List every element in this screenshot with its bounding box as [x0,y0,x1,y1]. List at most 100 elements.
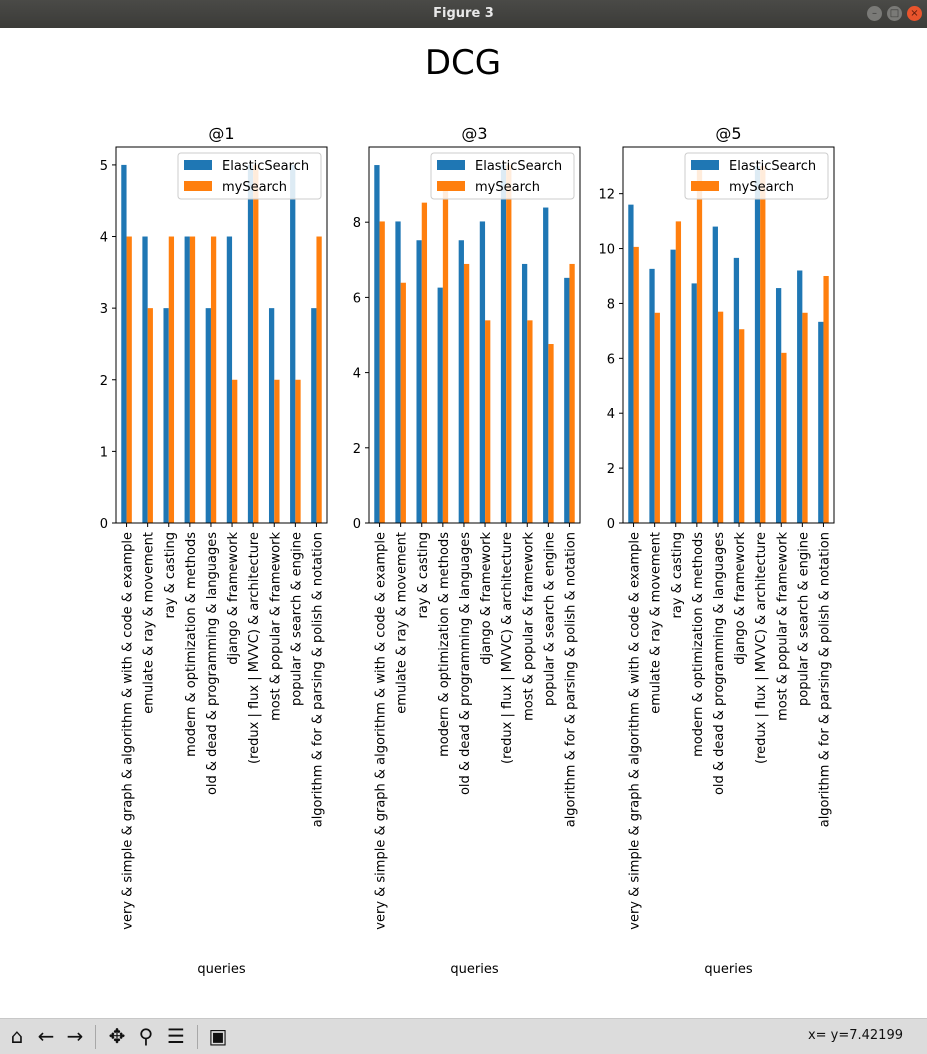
y-tick-label: 10 [598,243,615,258]
bar-mysearch-4 [463,263,470,523]
configure-subplots-button[interactable]: ☰ [163,1023,189,1049]
subplot-title: @5 [715,124,741,143]
x-tick-label: django & framework [226,532,241,665]
x-tick-label: modern & optimization & methods [184,532,199,757]
home-icon: ⌂ [10,1024,24,1048]
bar-mysearch-6 [760,166,766,523]
y-tick-label: 0 [353,517,361,532]
figure-canvas: DCG 0 1 2 3 4 5 very & simple & graph & algori… [0,28,927,1018]
bar-elasticsearch-8 [543,207,549,524]
bar-mysearch-6 [253,164,259,523]
navigation-toolbar: ⌂ ← → ✥ ⚲ ☰ ▣ x= y=7.42199 [0,1018,927,1054]
bar-elasticsearch-4 [205,308,211,523]
legend-label-elasticsearch: ElasticSearch [475,159,562,174]
bar-mysearch-3 [442,183,449,523]
x-tick-label: algorithm & for & parsing & polish & not… [310,532,325,827]
legend-box [430,152,575,200]
maximize-button[interactable]: □ [887,6,902,21]
arrow-right-icon: → [66,1024,84,1048]
toolbar-separator [95,1025,96,1049]
bar-elasticsearch-1 [649,268,655,523]
bar-mysearch-1 [400,282,406,523]
bar-elasticsearch-7 [775,288,782,523]
legend: ElasticSearch mySearch [684,152,829,200]
bar-elasticsearch-1 [395,221,401,523]
x-tick-label: algorithm & for & parsing & polish & not… [817,532,832,827]
window-title: Figure 3 [433,6,494,21]
pan-button[interactable]: ✥ [104,1023,130,1049]
home-button[interactable]: ⌂ [4,1023,30,1049]
x-axis-label: queries [450,962,498,977]
y-tick-label: 8 [607,297,615,312]
x-tick-label: ray & casting [163,532,178,619]
bar-elasticsearch-2 [670,249,676,523]
floppy-disk-icon: ▣ [208,1024,228,1048]
window-titlebar: Figure 3 – □ × [0,0,927,28]
legend-label-elasticsearch: ElasticSearch [729,159,816,174]
bar-mysearch-0 [633,246,639,523]
y-tick-label: 4 [100,231,108,246]
bar-elasticsearch-5 [733,257,740,523]
figure-suptitle: DCG [425,43,501,83]
x-tick-label: emulate & ray & movement [395,532,410,714]
sliders-icon: ☰ [167,1024,185,1048]
axes-frame [368,146,581,524]
bar-elasticsearch-9 [564,277,570,523]
y-tick-label: 5 [100,159,108,174]
x-tick-label: popular & search & engine [289,532,304,706]
x-tick-label: old & dead & programming & languages [458,532,473,795]
y-tick-label: 8 [353,216,361,231]
subplot-2: 0 2 4 6 8 10 12 very & simple & graph & algorit… [598,124,835,977]
back-button[interactable]: ← [33,1023,59,1049]
bar-elasticsearch-5 [479,221,486,523]
bar-elasticsearch-4 [712,226,718,523]
legend-swatch-mysearch [691,181,719,191]
cursor-coordinates: x= y=7.42199 [807,1028,903,1043]
x-tick-label: most & popular & framework [268,532,283,721]
x-tick-label: modern & optimization & methods [437,532,452,757]
x-tick-label: emulate & ray & movement [649,532,664,714]
bar-mysearch-5 [485,320,491,523]
bar-elasticsearch-0 [374,165,380,524]
bar-elasticsearch-5 [226,236,233,523]
bar-mysearch-7 [274,379,280,523]
bar-elasticsearch-2 [416,240,422,523]
y-tick-label: 0 [100,517,108,532]
subplot-1: 0 2 4 6 8 very & simple & graph & algorithm &… [353,124,581,977]
y-tick-label: 0 [607,517,615,532]
x-tick-label: (redux | flux | MVVC) & architecture [247,532,262,764]
bar-elasticsearch-4 [458,240,464,523]
legend-swatch-elasticsearch [184,160,212,170]
bar-elasticsearch-9 [818,321,824,523]
close-button[interactable]: × [907,6,922,21]
bar-mysearch-4 [717,311,724,523]
bar-elasticsearch-0 [121,164,127,523]
x-tick-label: popular & search & engine [542,532,557,706]
x-tick-label: algorithm & for & parsing & polish & not… [563,532,578,827]
legend-swatch-elasticsearch [691,160,719,170]
bar-mysearch-9 [316,236,322,523]
legend-box [177,152,322,200]
y-tick-label: 4 [353,367,361,382]
bar-elasticsearch-9 [311,308,317,523]
bar-mysearch-3 [696,166,703,523]
bar-mysearch-0 [126,236,132,523]
zoom-button[interactable]: ⚲ [133,1023,159,1049]
save-button[interactable]: ▣ [205,1023,231,1049]
bar-elasticsearch-6 [247,164,254,523]
minimize-button[interactable]: – [867,6,882,21]
bar-mysearch-2 [675,221,682,523]
x-tick-label: very & simple & graph & algorithm & with… [628,532,643,930]
legend-label-mysearch: mySearch [729,180,794,195]
axes-frame [622,146,835,524]
y-tick-label: 2 [607,462,615,477]
bar-elasticsearch-8 [797,270,803,523]
y-tick-label: 1 [100,445,108,460]
x-tick-label: (redux | flux | MVVC) & architecture [500,532,515,764]
legend-swatch-mysearch [437,181,465,191]
bar-mysearch-6 [506,165,512,524]
forward-button[interactable]: → [62,1023,88,1049]
subplot-title: @1 [208,124,234,143]
y-tick-label: 6 [353,291,361,306]
x-tick-label: django & framework [733,532,748,665]
